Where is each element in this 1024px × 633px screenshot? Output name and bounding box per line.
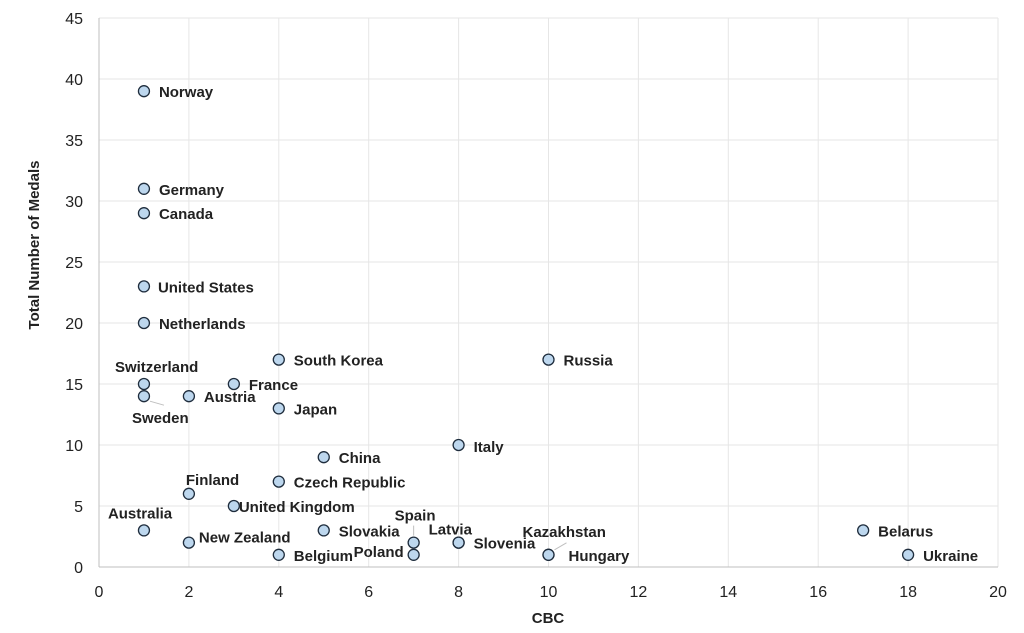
point-label: South Korea [294, 353, 384, 370]
label-leaders [149, 400, 567, 551]
y-tick-label: 10 [65, 438, 83, 455]
x-tick-label: 12 [630, 584, 648, 601]
point-label: Poland [354, 544, 404, 561]
grid [99, 17, 999, 567]
y-axis-title: Total Number of Medals [26, 161, 43, 330]
axes: 0 2 4 6 8 10 12 14 16 18 20 0 5 10 15 20 25 30 35 40 45 [65, 11, 1007, 601]
data-points [137, 85, 915, 561]
point-label: Belgium [294, 548, 353, 565]
y-tick-label: 20 [65, 316, 83, 333]
y-tick-label: 0 [74, 560, 83, 577]
data-point [137, 207, 151, 220]
y-tick-label: 30 [65, 194, 83, 211]
data-point [137, 316, 151, 330]
data-point [901, 548, 915, 561]
data-point [272, 475, 285, 488]
x-tick-label: 18 [899, 584, 917, 601]
point-label: New Zealand [199, 530, 291, 547]
data-point [227, 499, 241, 513]
point-label: Netherlands [159, 316, 246, 333]
point-label: Kazakhstan [523, 524, 606, 541]
point-label: Austria [204, 389, 256, 406]
point-label: Ukraine [923, 548, 978, 565]
point-label: Sweden [132, 410, 189, 427]
data-point [182, 536, 196, 549]
point-label: Slovakia [339, 523, 401, 540]
data-point [182, 487, 196, 500]
point-label: Spain [395, 508, 436, 525]
point-label: Japan [294, 401, 337, 418]
point-label: Germany [159, 182, 225, 199]
point-label: Canada [159, 206, 214, 223]
data-point [182, 390, 196, 403]
data-point [317, 451, 330, 464]
point-label: Australia [108, 505, 173, 522]
y-tick-label: 25 [65, 255, 83, 272]
x-tick-label: 14 [719, 584, 737, 601]
x-tick-label: 2 [184, 584, 193, 601]
label-leader-line [149, 400, 165, 406]
x-axis-title: CBC [532, 610, 565, 627]
data-point [137, 85, 151, 98]
point-label: United States [158, 279, 254, 296]
point-label: Norway [159, 84, 214, 101]
data-point [227, 377, 241, 391]
y-tick-label: 40 [65, 72, 83, 89]
x-tick-label: 4 [274, 584, 283, 601]
point-label: Latvia [429, 522, 473, 539]
data-point [137, 377, 151, 391]
data-point [137, 280, 151, 293]
data-point [137, 524, 151, 537]
point-label: Finland [186, 472, 239, 489]
x-tick-label: 10 [540, 584, 558, 601]
x-tick-label: 16 [809, 584, 827, 601]
y-tick-label: 5 [74, 499, 83, 516]
point-label: Hungary [569, 548, 631, 565]
point-label: Slovenia [474, 536, 536, 553]
x-tick-label: 0 [95, 584, 104, 601]
data-point [272, 353, 285, 366]
data-point [272, 548, 285, 561]
x-tick-label: 8 [454, 584, 463, 601]
data-point [272, 402, 285, 415]
point-labels: Norway Germany Canada United States Netherla… [108, 84, 978, 565]
data-point [317, 524, 330, 537]
point-label: China [339, 450, 381, 467]
y-tick-label: 15 [65, 377, 83, 394]
y-tick-label: 45 [65, 11, 83, 28]
label-leader-line [554, 542, 567, 551]
x-tick-label: 6 [364, 584, 373, 601]
data-point [407, 536, 420, 549]
data-point [137, 390, 151, 403]
x-tick-label: 20 [989, 584, 1007, 601]
point-label: France [249, 377, 298, 394]
point-label: Switzerland [115, 359, 198, 376]
data-point [857, 524, 870, 537]
point-label: Russia [564, 353, 614, 370]
data-point [542, 353, 555, 366]
data-point [407, 548, 420, 561]
point-label: United Kingdom [239, 499, 355, 516]
y-tick-label: 35 [65, 133, 83, 150]
data-point [542, 548, 555, 561]
point-label: Belarus [878, 523, 933, 540]
data-point [452, 536, 465, 549]
point-label: Italy [474, 439, 505, 456]
data-point [452, 438, 465, 452]
data-point [137, 182, 151, 195]
point-label: Czech Republic [294, 475, 406, 492]
